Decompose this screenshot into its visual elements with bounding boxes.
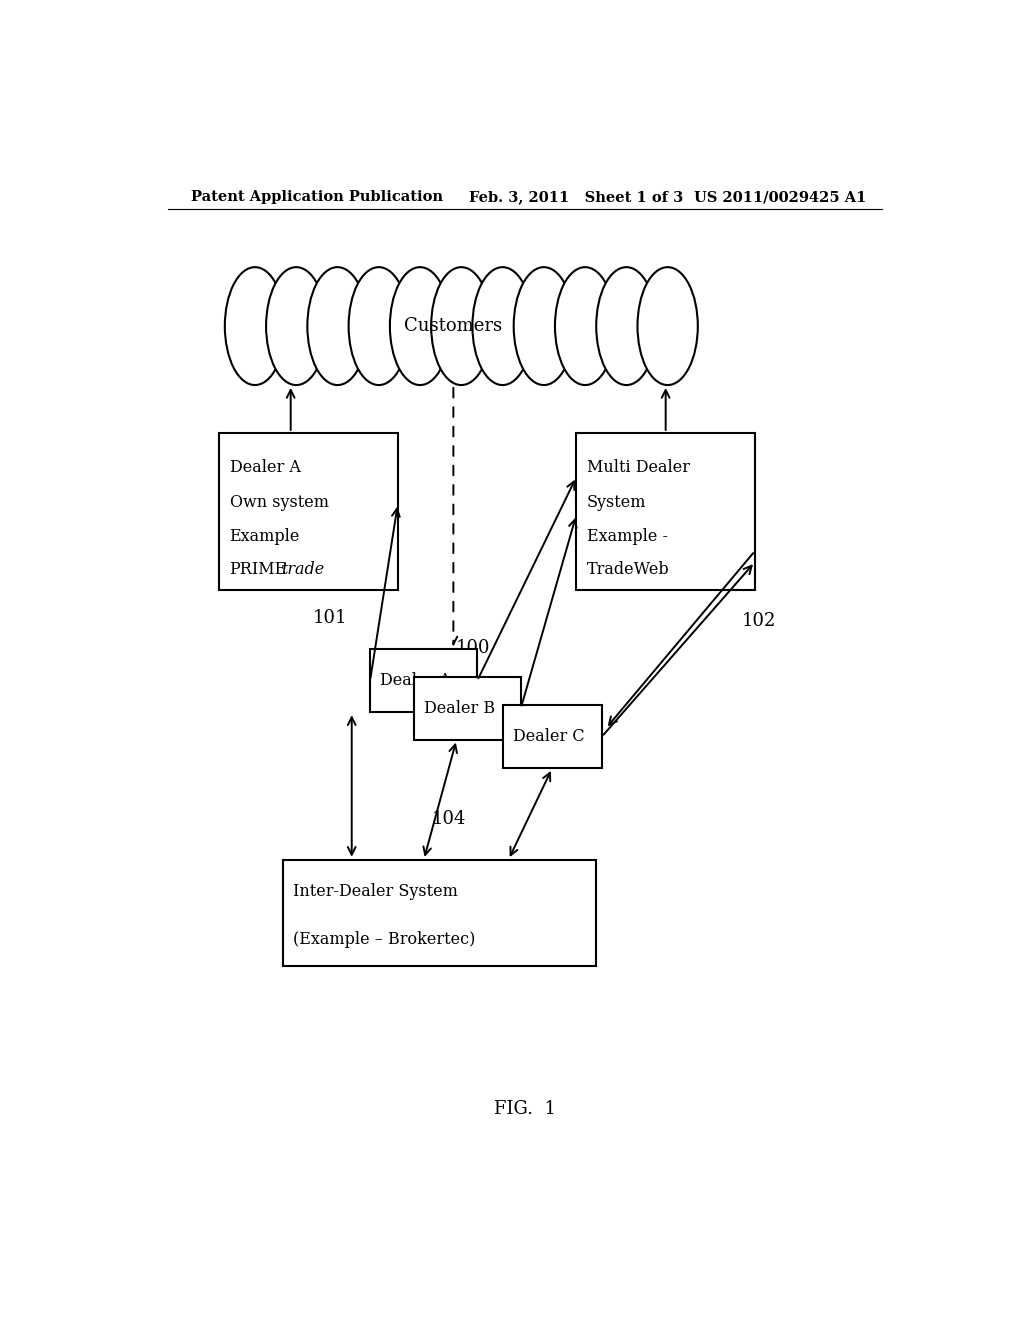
Ellipse shape: [390, 267, 451, 385]
Text: Dealer A: Dealer A: [229, 459, 300, 477]
Text: TradeWeb: TradeWeb: [587, 561, 670, 578]
Text: 100: 100: [456, 639, 490, 657]
Text: Dealer C: Dealer C: [513, 729, 585, 746]
Text: (Example – Brokertec): (Example – Brokertec): [293, 931, 475, 948]
Text: System: System: [587, 494, 646, 511]
Text: Example -: Example -: [587, 528, 668, 545]
Text: 102: 102: [741, 612, 776, 630]
Ellipse shape: [472, 267, 532, 385]
Text: Feb. 3, 2011   Sheet 1 of 3: Feb. 3, 2011 Sheet 1 of 3: [469, 190, 683, 205]
Text: Example: Example: [229, 528, 300, 545]
Ellipse shape: [266, 267, 327, 385]
Text: Multi Dealer: Multi Dealer: [587, 459, 690, 477]
FancyBboxPatch shape: [503, 705, 602, 768]
Text: Own system: Own system: [229, 494, 329, 511]
Text: Dealer B: Dealer B: [424, 700, 496, 717]
Ellipse shape: [638, 267, 697, 385]
Text: Patent Application Publication: Patent Application Publication: [191, 190, 443, 205]
Text: FIG.  1: FIG. 1: [494, 1100, 556, 1118]
Text: US 2011/0029425 A1: US 2011/0029425 A1: [693, 190, 866, 205]
Ellipse shape: [307, 267, 368, 385]
Text: PRIME: PRIME: [229, 561, 287, 578]
Ellipse shape: [348, 267, 409, 385]
FancyBboxPatch shape: [219, 433, 397, 590]
Text: 104: 104: [432, 810, 467, 828]
Text: Dealer A: Dealer A: [380, 672, 452, 689]
Ellipse shape: [596, 267, 656, 385]
FancyBboxPatch shape: [414, 677, 521, 739]
FancyBboxPatch shape: [370, 649, 477, 713]
Ellipse shape: [555, 267, 615, 385]
Text: 101: 101: [313, 609, 347, 627]
Ellipse shape: [431, 267, 492, 385]
FancyBboxPatch shape: [283, 859, 596, 966]
Text: trade: trade: [282, 561, 325, 578]
Ellipse shape: [225, 267, 285, 385]
Ellipse shape: [514, 267, 574, 385]
FancyBboxPatch shape: [577, 433, 755, 590]
Text: Customers: Customers: [404, 317, 503, 335]
Text: Inter-Dealer System: Inter-Dealer System: [293, 883, 458, 900]
